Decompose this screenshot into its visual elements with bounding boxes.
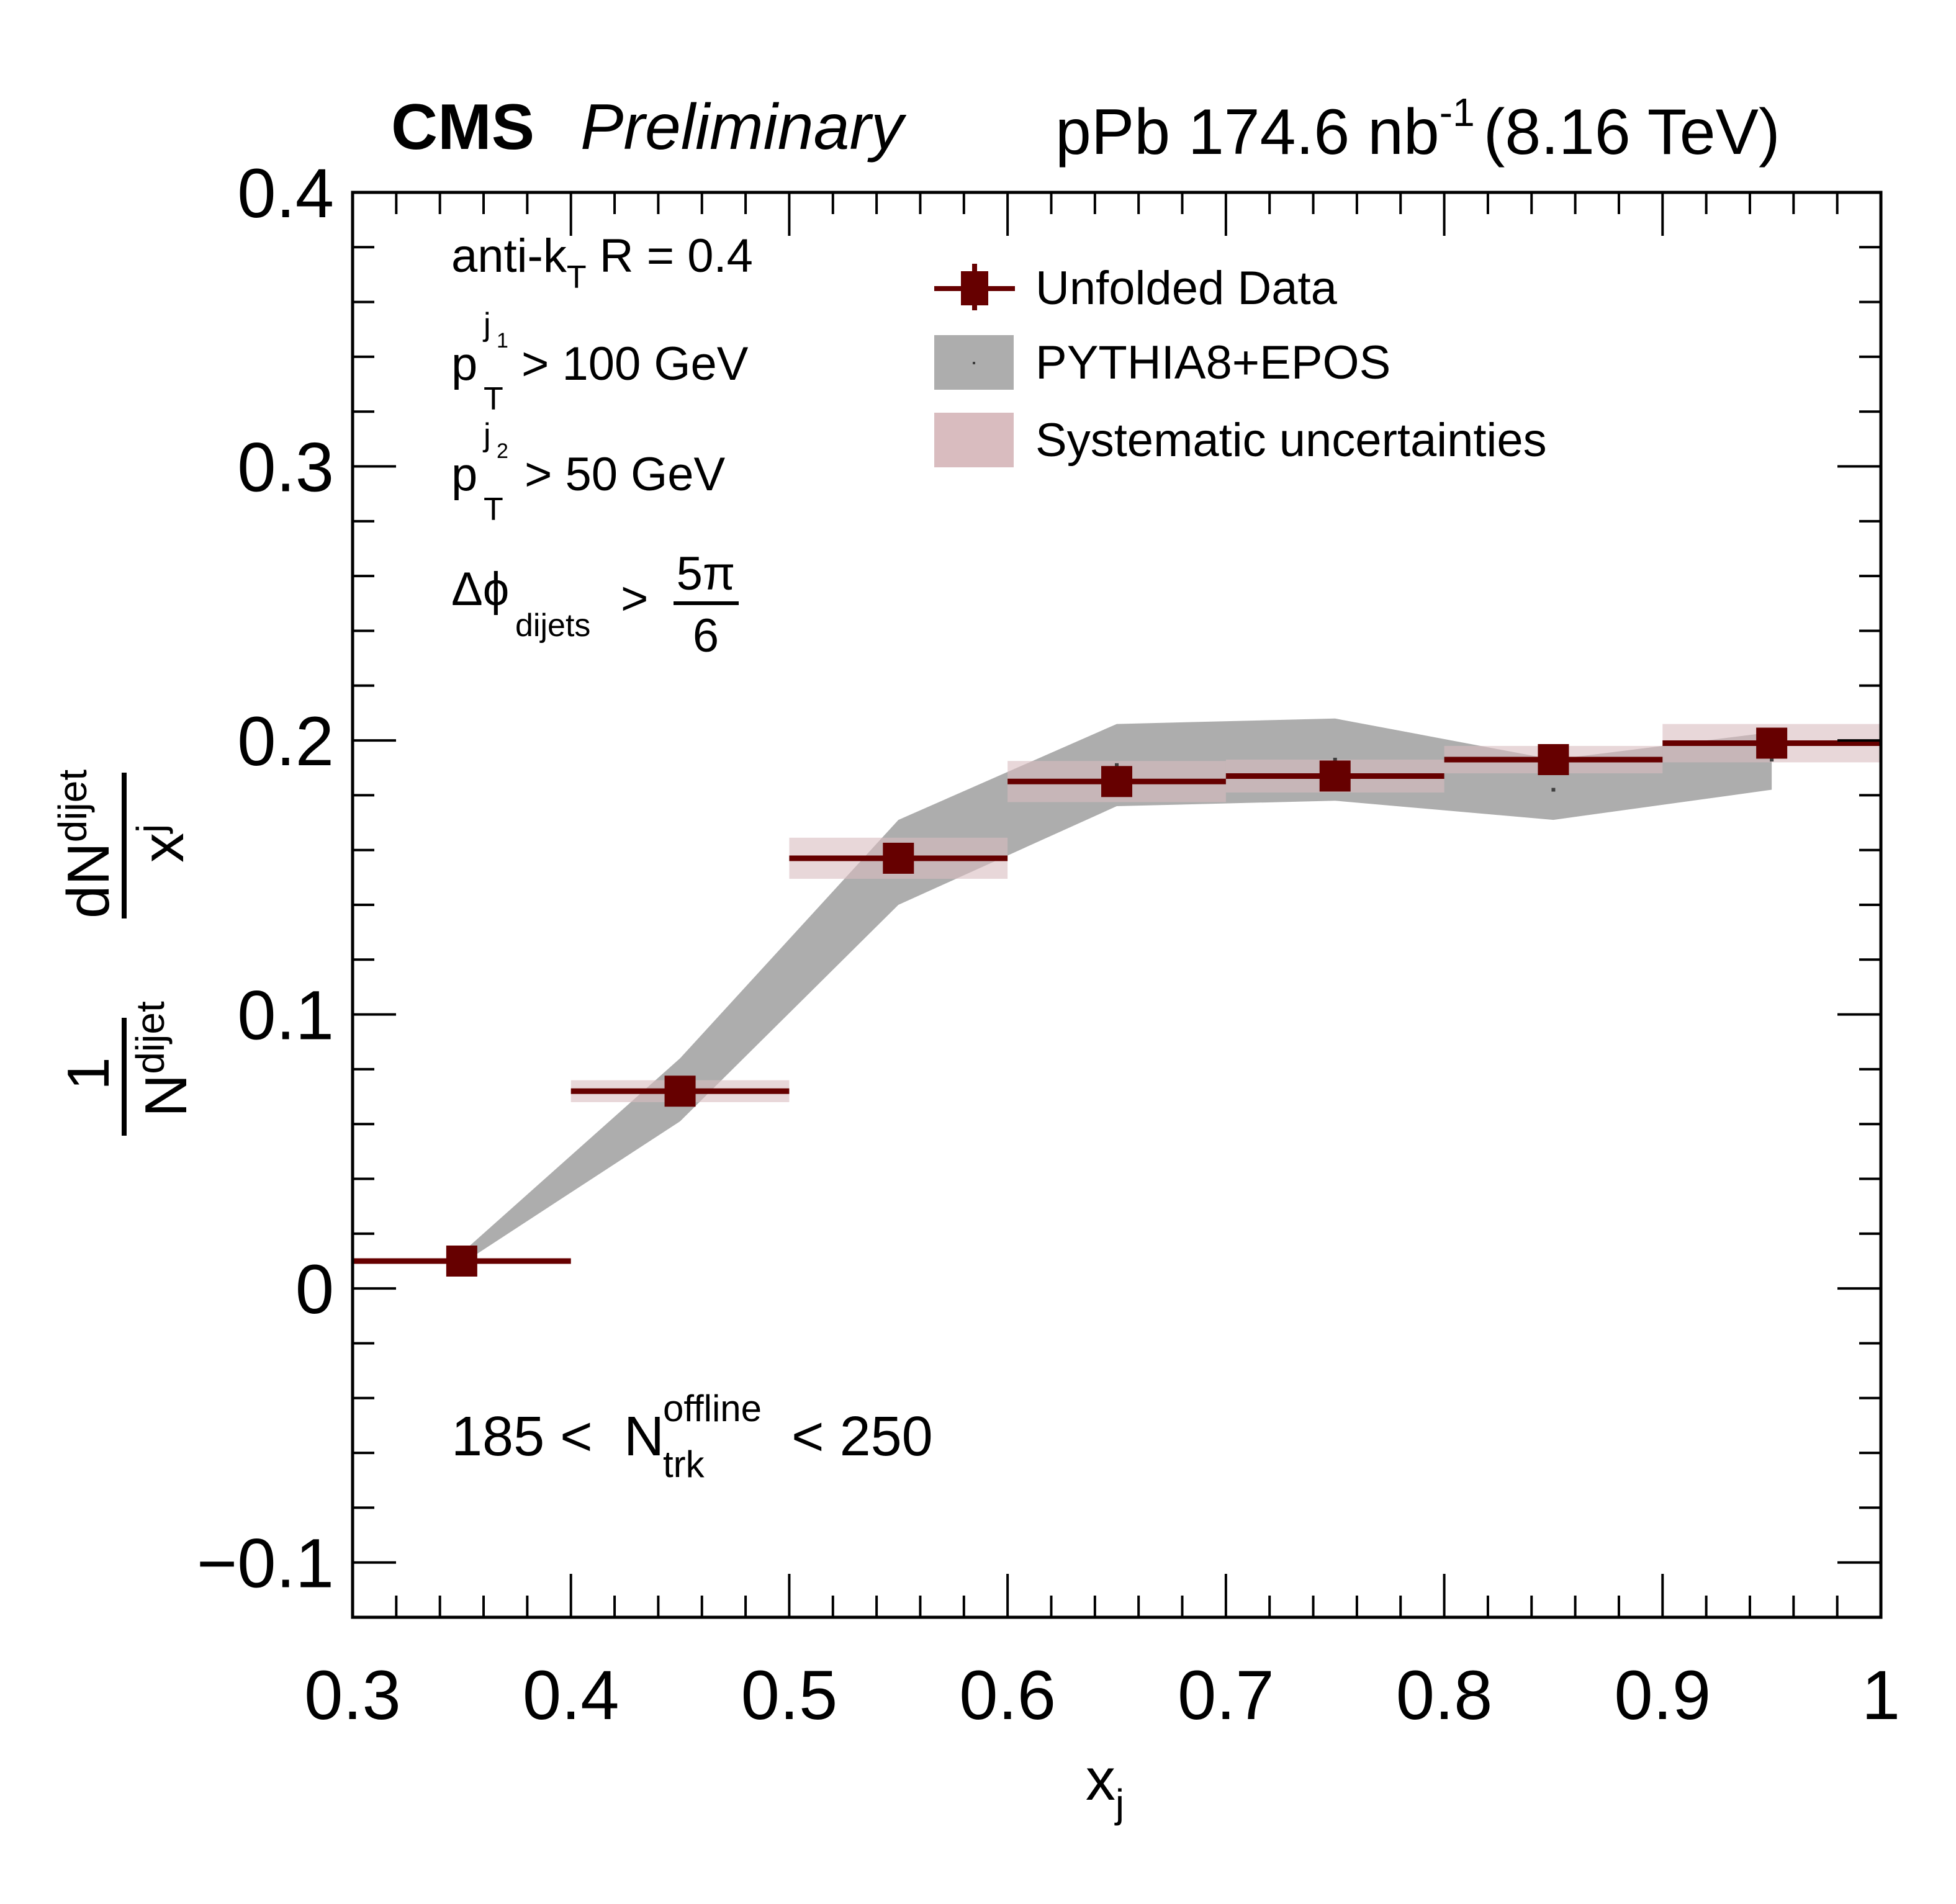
dphi-cut-label: Δϕ dijets > 5π 6 bbox=[451, 547, 739, 662]
mc-central-marker bbox=[1333, 757, 1337, 761]
data-marker bbox=[1756, 727, 1788, 759]
y-axis-title: 1 Ndijet dNdijet xj bbox=[50, 770, 199, 1136]
data-marker bbox=[1319, 760, 1351, 792]
svg-text:j: j bbox=[482, 307, 491, 343]
y-tick-label: −0.1 bbox=[197, 1525, 334, 1602]
legend-syst-swatch bbox=[934, 413, 1014, 467]
tick-label-layer: 0.3 0.4 0.5 0.6 0.7 0.8 0.9 1 −0.1 0 0.1 0.2 0.3 0.4 bbox=[197, 155, 1900, 1734]
x-tick-label: 0.4 bbox=[523, 1656, 620, 1734]
legend-mc-marker-icon bbox=[973, 362, 975, 364]
data-marker bbox=[1101, 766, 1132, 797]
lumi-exponent: -1 bbox=[1440, 90, 1475, 135]
y-title-denominator-1: Ndijet bbox=[128, 1001, 199, 1117]
data-marker bbox=[446, 1246, 477, 1277]
x-tick-label: 0.9 bbox=[1614, 1656, 1711, 1734]
data-layer bbox=[353, 727, 1881, 1277]
svg-text:> 100 GeV: > 100 GeV bbox=[521, 338, 749, 390]
lumi-prefix: pPb 174.6 nb bbox=[1055, 96, 1440, 168]
legend-label-syst: Systematic uncertainties bbox=[1035, 414, 1547, 467]
x-tick-label: 0.7 bbox=[1178, 1656, 1274, 1734]
svg-text:>: > bbox=[621, 572, 648, 625]
legend: Unfolded Data PYTHIA8+EPOS Systematic un… bbox=[934, 262, 1547, 467]
subleading-jet-cut-label: p j 2 T > 50 GeV bbox=[451, 417, 726, 528]
energy-label: (8.16 TeV) bbox=[1484, 96, 1780, 168]
svg-text:185 <: 185 < bbox=[451, 1406, 593, 1468]
legend-item-data: Unfolded Data bbox=[934, 262, 1338, 315]
y-tick-label: 0.4 bbox=[237, 155, 334, 232]
svg-text:< 250: < 250 bbox=[791, 1406, 933, 1468]
y-tick-label: 0 bbox=[295, 1251, 334, 1328]
svg-text:> 50 GeV: > 50 GeV bbox=[525, 448, 726, 501]
legend-item-syst: Systematic uncertainties bbox=[934, 413, 1547, 467]
mc-central-marker bbox=[1770, 757, 1774, 761]
y-title-denominator-2: xj bbox=[128, 824, 196, 863]
experiment-label: CMS bbox=[391, 91, 534, 163]
x-tick-label: 0.3 bbox=[304, 1656, 401, 1734]
svg-text:T: T bbox=[484, 381, 503, 417]
svg-text:Δϕ: Δϕ bbox=[451, 563, 509, 616]
svg-text:trk: trk bbox=[663, 1444, 705, 1485]
svg-text:dijets: dijets bbox=[515, 608, 590, 644]
luminosity-label: pPb 174.6 nb-1 (8.16 TeV) bbox=[1055, 90, 1780, 168]
x-tick-label: 0.6 bbox=[959, 1656, 1056, 1734]
status-label: Preliminary bbox=[580, 91, 907, 163]
svg-text:offline: offline bbox=[663, 1388, 762, 1429]
svg-text:6: 6 bbox=[693, 609, 719, 662]
ntrk-range-label: 185 < N offline trk < 250 bbox=[451, 1388, 933, 1485]
svg-text:j: j bbox=[482, 417, 491, 453]
y-tick-label: 0.3 bbox=[237, 429, 334, 506]
x-axis-title: xj bbox=[1086, 1746, 1124, 1826]
svg-text:p: p bbox=[451, 448, 477, 501]
x-tick-label: 0.8 bbox=[1396, 1656, 1493, 1734]
mc-marker-layer bbox=[459, 757, 1774, 1260]
svg-text:1: 1 bbox=[497, 329, 508, 353]
svg-text:N: N bbox=[624, 1406, 664, 1468]
data-marker bbox=[883, 842, 914, 874]
mc-central-marker bbox=[1551, 788, 1556, 792]
legend-label-mc: PYTHIA8+EPOS bbox=[1035, 336, 1390, 389]
x-tick-label: 1 bbox=[1862, 1656, 1900, 1734]
legend-item-mc: PYTHIA8+EPOS bbox=[934, 335, 1390, 390]
svg-text:5π: 5π bbox=[677, 547, 736, 600]
mc-central-marker bbox=[1115, 763, 1119, 767]
svg-text:T: T bbox=[484, 492, 503, 528]
y-title-numerator-1: 1 bbox=[55, 1057, 122, 1090]
leading-jet-cut-label: p j 1 T > 100 GeV bbox=[451, 307, 749, 417]
y-title-numerator-2: dNdijet bbox=[50, 770, 122, 918]
tick-layer bbox=[351, 191, 1882, 1619]
svg-text:2: 2 bbox=[497, 439, 508, 463]
y-tick-label: 0.2 bbox=[237, 703, 334, 780]
legend-data-marker-icon bbox=[961, 271, 988, 305]
plot-frame bbox=[351, 191, 1883, 1619]
data-marker bbox=[664, 1075, 696, 1107]
data-marker bbox=[1538, 743, 1569, 775]
y-tick-label: 0.1 bbox=[237, 977, 334, 1054]
jet-algorithm-label: anti-kT R = 0.4 bbox=[451, 230, 753, 295]
x-tick-label: 0.5 bbox=[741, 1656, 838, 1734]
legend-label-data: Unfolded Data bbox=[1035, 262, 1338, 315]
svg-text:p: p bbox=[451, 338, 477, 390]
